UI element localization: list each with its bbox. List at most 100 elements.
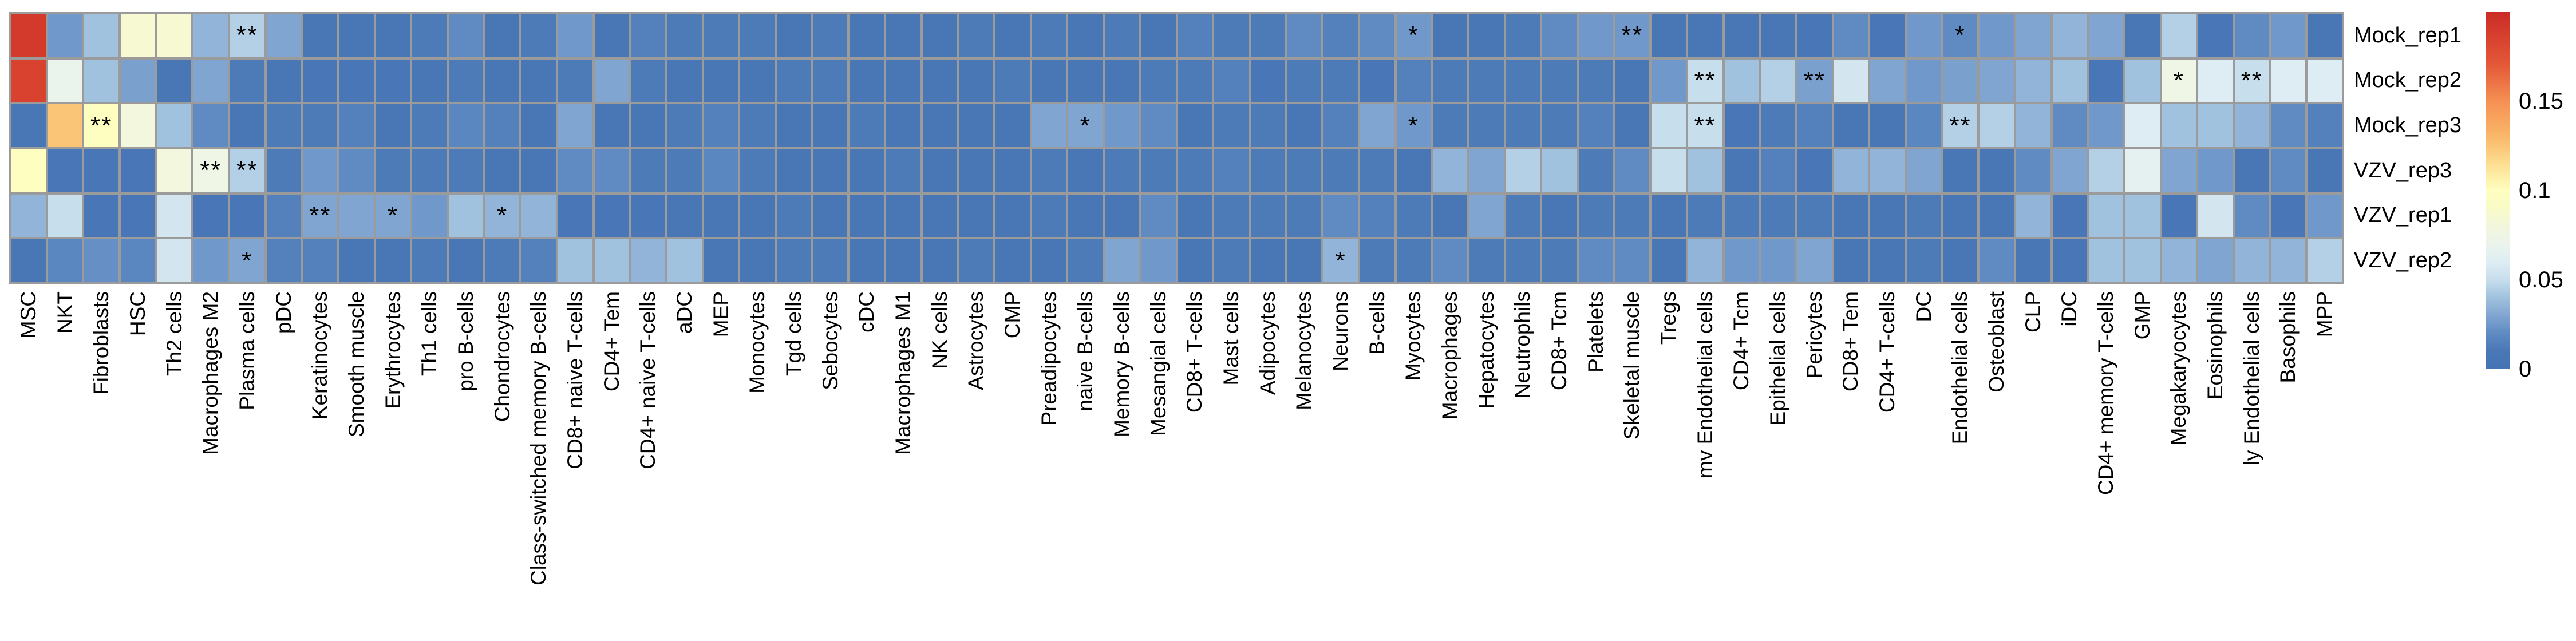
heatmap-cell [157, 194, 192, 238]
heatmap-cell [2271, 14, 2306, 57]
heatmap-cell [339, 194, 374, 238]
heatmap-cell [1870, 239, 1905, 282]
heatmap-cell [1105, 104, 1139, 147]
heatmap-cell [1323, 14, 1358, 57]
column-label: Monocytes [745, 291, 769, 394]
heatmap-cell [1542, 59, 1577, 102]
heatmap-cell [1688, 149, 1722, 192]
heatmap-cell [449, 14, 483, 57]
heatmap-cell [558, 239, 592, 282]
column-label: HSC [125, 291, 149, 337]
heatmap-cell [667, 14, 702, 57]
column-label: Erythrocytes [381, 291, 405, 409]
heatmap-cell [886, 104, 920, 147]
heatmap-cell [1834, 104, 1868, 147]
heatmap-cell [1542, 14, 1577, 57]
heatmap-cell [1724, 104, 1759, 147]
heatmap-cell [959, 194, 994, 238]
column-label: NK cells [927, 291, 951, 369]
heatmap-cell [922, 239, 957, 282]
column-label: Pericytes [1802, 291, 1826, 379]
row-label: VZV_rep1 [2354, 203, 2452, 228]
heatmap-cell [1214, 14, 1249, 57]
heatmap-cell [1433, 149, 1467, 192]
heatmap-cell [959, 59, 994, 102]
heatmap-cell [2125, 194, 2160, 238]
heatmap-cell [1578, 194, 1613, 238]
heatmap-cell: * [1323, 239, 1358, 282]
row-label: Mock_rep2 [2354, 68, 2462, 93]
heatmap-cell [193, 239, 228, 282]
heatmap-cell [1178, 14, 1212, 57]
colorbar-tick-label: 0.1 [2519, 178, 2551, 203]
heatmap-cell [1469, 104, 1504, 147]
heatmap-cell [1360, 104, 1394, 147]
column-label: Preadipocytes [1037, 291, 1061, 426]
heatmap-cell [1578, 149, 1613, 192]
heatmap-cell [850, 59, 884, 102]
heatmap-cell [886, 59, 920, 102]
heatmap-cell [1469, 14, 1504, 57]
heatmap-cell [1797, 14, 1832, 57]
column-label: Tgd cells [781, 291, 805, 377]
heatmap-cell [1105, 59, 1139, 102]
heatmap-cell [1761, 14, 1795, 57]
heatmap-cell [813, 104, 848, 147]
heatmap-cell [1506, 149, 1540, 192]
heatmap-cell [1578, 14, 1613, 57]
heatmap-cell [631, 149, 666, 192]
heatmap-cell [1250, 239, 1285, 282]
heatmap-cell [2271, 104, 2306, 147]
heatmap-cell [1032, 149, 1066, 192]
heatmap-cell [740, 149, 775, 192]
heatmap-cell [1433, 104, 1467, 147]
heatmap-cell [1250, 194, 1285, 238]
heatmap-cell [2198, 104, 2233, 147]
column-label: Neurons [1329, 291, 1353, 371]
heatmap-cell [1652, 104, 1686, 147]
heatmap-cell [121, 149, 155, 192]
heatmap-cell [449, 104, 483, 147]
heatmap-cell [2016, 194, 2050, 238]
heatmap-cell [1943, 194, 1978, 238]
heatmap-cell [631, 104, 666, 147]
significance-marker: * [1408, 21, 1419, 50]
column-label: Plasma cells [235, 291, 259, 410]
heatmap-cell [2016, 59, 2050, 102]
heatmap-cell [631, 194, 666, 238]
heatmap-cell [886, 149, 920, 192]
heatmap-cell: ** [193, 149, 228, 192]
heatmap-cell [1980, 59, 2014, 102]
column-label: NKT [53, 291, 77, 334]
heatmap-cell [1469, 239, 1504, 282]
heatmap-cell [1542, 104, 1577, 147]
heatmap-cell [777, 14, 811, 57]
heatmap-cell [594, 104, 629, 147]
heatmap-cell [339, 104, 374, 147]
heatmap-cell [303, 149, 338, 192]
heatmap-cell [777, 104, 811, 147]
heatmap-cell [1870, 194, 1905, 238]
heatmap-cell [376, 59, 410, 102]
heatmap-cell [2052, 194, 2087, 238]
heatmap-cell: ** [1688, 104, 1722, 147]
heatmap-cell [1652, 194, 1686, 238]
heatmap-cell [667, 239, 702, 282]
heatmap-cell [412, 104, 447, 147]
heatmap-cell [1797, 239, 1832, 282]
heatmap-cell [2089, 104, 2123, 147]
heatmap-cell [2234, 104, 2269, 147]
heatmap-cell: * [230, 239, 264, 282]
heatmap-cell [813, 239, 848, 282]
column-label: Keratinocytes [308, 291, 332, 420]
heatmap-cell [1287, 104, 1322, 147]
column-label: Eosinophils [2203, 291, 2227, 400]
heatmap-cell [230, 59, 264, 102]
heatmap-cell [2052, 104, 2087, 147]
heatmap-cell [1578, 104, 1613, 147]
heatmap-cell [303, 59, 338, 102]
column-label: CD4+ memory T-cells [2094, 291, 2118, 496]
significance-marker: ** [90, 111, 113, 140]
heatmap-cell [1068, 239, 1103, 282]
